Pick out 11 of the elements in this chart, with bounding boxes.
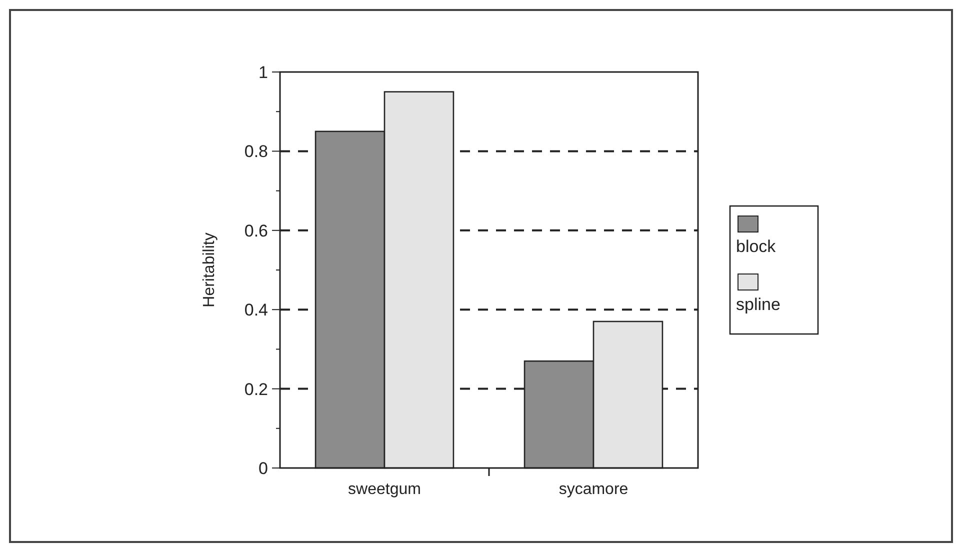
y-tick-label: 0.6 xyxy=(244,221,268,240)
y-axis-title: Heritability xyxy=(201,232,218,308)
y-tick-label: 0.8 xyxy=(244,142,268,162)
y-tick-label: 0.2 xyxy=(244,380,268,399)
x-tick-label: sweetgum xyxy=(348,481,421,498)
legend-label: spline xyxy=(736,295,780,314)
x-tick-label: sycamore xyxy=(558,481,628,498)
y-tick-label: 1 xyxy=(258,62,268,82)
y-tick-label: 0.4 xyxy=(244,300,268,320)
legend-label: block xyxy=(736,237,776,256)
y-tick-label: 0 xyxy=(258,458,268,478)
